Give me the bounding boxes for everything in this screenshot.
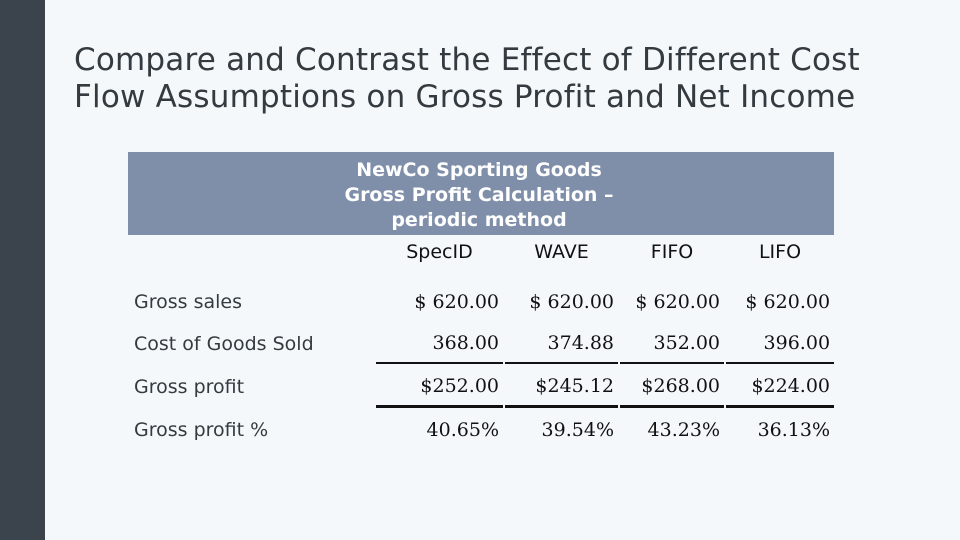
table-row: Gross profit % 40.65% 39.54% 43.23% 36.1… bbox=[128, 410, 835, 449]
table-cell: 36.13% bbox=[726, 410, 835, 449]
row-label-cogs: Cost of Goods Sold bbox=[128, 323, 374, 364]
table-row: Gross sales $ 620.00 $ 620.00 $ 620.00 $… bbox=[128, 282, 835, 321]
table-cell: $ 620.00 bbox=[726, 282, 835, 321]
row-label-gross-sales: Gross sales bbox=[128, 282, 374, 321]
table-cell: $224.00 bbox=[726, 366, 835, 408]
row-label-gross-profit-pct: Gross profit % bbox=[128, 410, 374, 449]
column-header-specid: SpecID bbox=[376, 237, 503, 280]
table-cell: 374.88 bbox=[505, 323, 618, 364]
blank-cell bbox=[128, 237, 374, 280]
column-header-lifo: LIFO bbox=[726, 237, 835, 280]
table-cell: $252.00 bbox=[376, 366, 503, 408]
table-cell: $ 620.00 bbox=[620, 282, 724, 321]
table-row: Gross profit $252.00 $245.12 $268.00 $22… bbox=[128, 366, 835, 408]
left-accent-bar bbox=[0, 0, 45, 540]
table-cell: $245.12 bbox=[505, 366, 618, 408]
table-cell: 43.23% bbox=[620, 410, 724, 449]
table-cell: $268.00 bbox=[620, 366, 724, 408]
table-header-line: NewCo Sporting Goods bbox=[356, 159, 602, 181]
table-cell: $ 620.00 bbox=[505, 282, 618, 321]
table-header: NewCo Sporting Goods Gross Profit Calcul… bbox=[128, 152, 835, 235]
column-header-row: SpecID WAVE FIFO LIFO bbox=[128, 237, 835, 280]
column-header-wave: WAVE bbox=[505, 237, 618, 280]
table-row: Cost of Goods Sold 368.00 374.88 352.00 … bbox=[128, 323, 835, 364]
table-cell: 40.65% bbox=[376, 410, 503, 449]
gross-profit-table: NewCo Sporting Goods Gross Profit Calcul… bbox=[128, 152, 835, 449]
table-cell: 39.54% bbox=[505, 410, 618, 449]
column-header-fifo: FIFO bbox=[620, 237, 724, 280]
table-cell: 352.00 bbox=[620, 323, 724, 364]
table-header-line: Gross Profit Calculation – bbox=[344, 184, 614, 206]
table-header-line: periodic method bbox=[391, 209, 567, 231]
table-cell: $ 620.00 bbox=[376, 282, 503, 321]
slide-title: Compare and Contrast the Effect of Diffe… bbox=[74, 42, 860, 115]
table-cell: 368.00 bbox=[376, 323, 503, 364]
table-cell: 396.00 bbox=[726, 323, 835, 364]
row-label-gross-profit: Gross profit bbox=[128, 366, 374, 408]
